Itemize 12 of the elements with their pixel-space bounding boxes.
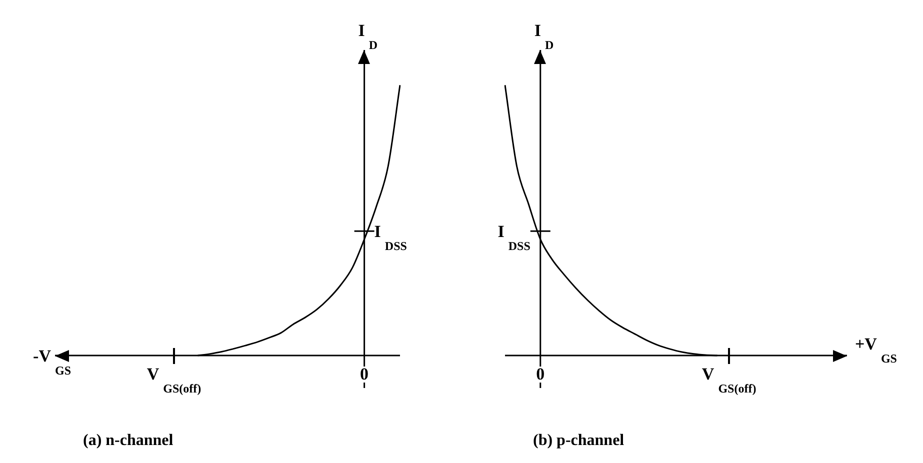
annotation: IDSS (498, 222, 531, 254)
x-tick-label: 0 (360, 364, 369, 384)
x-tick-label: VGS(off) (702, 364, 756, 396)
x-tick-label: 0 (536, 364, 545, 384)
annotation: IDSS (374, 222, 408, 254)
text: (b) p-channel (533, 432, 625, 450)
text: (a) n-channel (83, 432, 174, 450)
x-axis-title: -VGS (33, 346, 72, 378)
x-axis-title: +VGS (855, 334, 898, 366)
y-axis-title: ID (534, 21, 554, 52)
x-tick-label: VGS(off) (146, 364, 202, 396)
y-axis-title: ID (358, 21, 378, 52)
